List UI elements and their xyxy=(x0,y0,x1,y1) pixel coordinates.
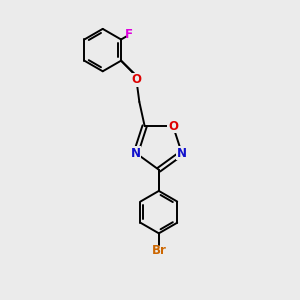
Text: O: O xyxy=(131,73,141,86)
Text: O: O xyxy=(168,120,178,133)
Text: N: N xyxy=(177,146,187,160)
Text: N: N xyxy=(131,146,141,160)
Text: F: F xyxy=(125,28,133,41)
Text: Br: Br xyxy=(152,244,166,257)
